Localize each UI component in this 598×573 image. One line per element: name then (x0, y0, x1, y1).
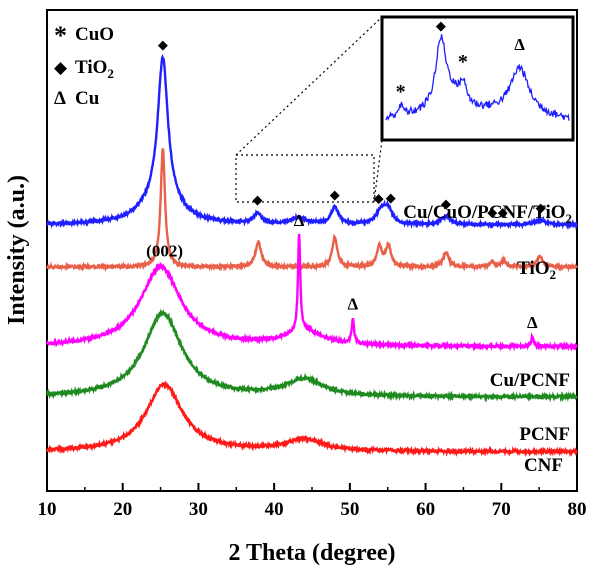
peak-marker-2-0: Δ (294, 211, 305, 230)
annotation-layer: Cu/CuO/PCNF/TiO2◆◆ ◆ ◆ ◆ ◆◆ ◆ ◆TiO2Cu/PCNFΔΔΔ(… (146, 37, 572, 476)
series-line-2 (45, 233, 579, 352)
x-tick-label-6: 70 (492, 499, 511, 520)
peak-marker-0-6: ◆ (487, 205, 497, 220)
x-axis-label: 2 Theta (degree) (228, 540, 395, 566)
zoom-connector-right (373, 139, 383, 203)
series-label-sub-1: 2 (550, 267, 557, 282)
series-label-0: Cu/CuO/PCNF/TiO2 (403, 202, 572, 226)
series-line-4 (45, 380, 578, 458)
inset-marker-0: * (396, 81, 406, 103)
peak-marker-0-1: ◆ (252, 192, 262, 207)
legend-symbol-tio2: ◆ (54, 58, 68, 77)
legend-symbol-cuo: * (54, 21, 67, 50)
series-layer (45, 53, 579, 458)
legend-label-cuo: CuO (75, 24, 114, 45)
peak-marker-0-0: ◆ (158, 37, 168, 52)
peak-marker-2-1: Δ (348, 295, 359, 314)
peak-marker-0-5: ◆ (441, 196, 451, 211)
zoom-region-box (235, 154, 375, 203)
series-label-1: TiO2 (517, 258, 556, 282)
series-label-sub-0: 2 (566, 211, 573, 226)
legend-symbol-cu: Δ (54, 88, 66, 109)
peak-marker-0-3: ◆ (374, 190, 384, 205)
x-tick-label-5: 60 (416, 499, 435, 520)
x-axis-ticks: 10 20 30 40 50 60 70 80 (38, 483, 587, 520)
series-line-3 (45, 308, 579, 403)
x-tick-label-0: 10 (38, 499, 57, 520)
peak-label-002: (002) (146, 242, 183, 261)
inset-pattern-line (385, 34, 570, 122)
legend: * CuO ◆ TiO2 Δ Cu (54, 21, 114, 109)
series-label-3: PCNF (519, 424, 570, 445)
x-tick-label-4: 50 (340, 499, 359, 520)
inset-frame (380, 15, 575, 142)
inset-marker-2: * (458, 51, 468, 73)
peak-marker-0-2: ◆ (330, 187, 340, 202)
peak-marker-0-8: ◆ (536, 200, 546, 215)
x-tick-label-1: 20 (113, 499, 132, 520)
series-line-0 (45, 53, 578, 231)
legend-label-tio2: TiO2 (75, 57, 114, 81)
zoom-connector-left (235, 16, 383, 156)
peak-marker-2-2: Δ (527, 313, 538, 332)
inset-marker-1: ◆ (436, 18, 446, 33)
x-tick-label-3: 40 (265, 499, 284, 520)
y-axis-label: Intensity (a.u.) (4, 175, 30, 325)
peak-marker-0-7: ◆ (498, 205, 508, 220)
x-tick-label-7: 80 (568, 499, 587, 520)
legend-label-cu: Cu (75, 88, 100, 109)
series-label-2: Cu/PCNF (490, 370, 570, 391)
inset-markers: * ◆ * Δ (396, 18, 526, 103)
series-line-1 (45, 148, 579, 273)
inset: * ◆ * Δ (380, 15, 575, 142)
inset-marker-3: Δ (514, 35, 525, 54)
peak-marker-0-4: ◆ (386, 190, 396, 205)
series-label-4: CNF (524, 455, 563, 476)
x-tick-label-2: 30 (189, 499, 208, 520)
